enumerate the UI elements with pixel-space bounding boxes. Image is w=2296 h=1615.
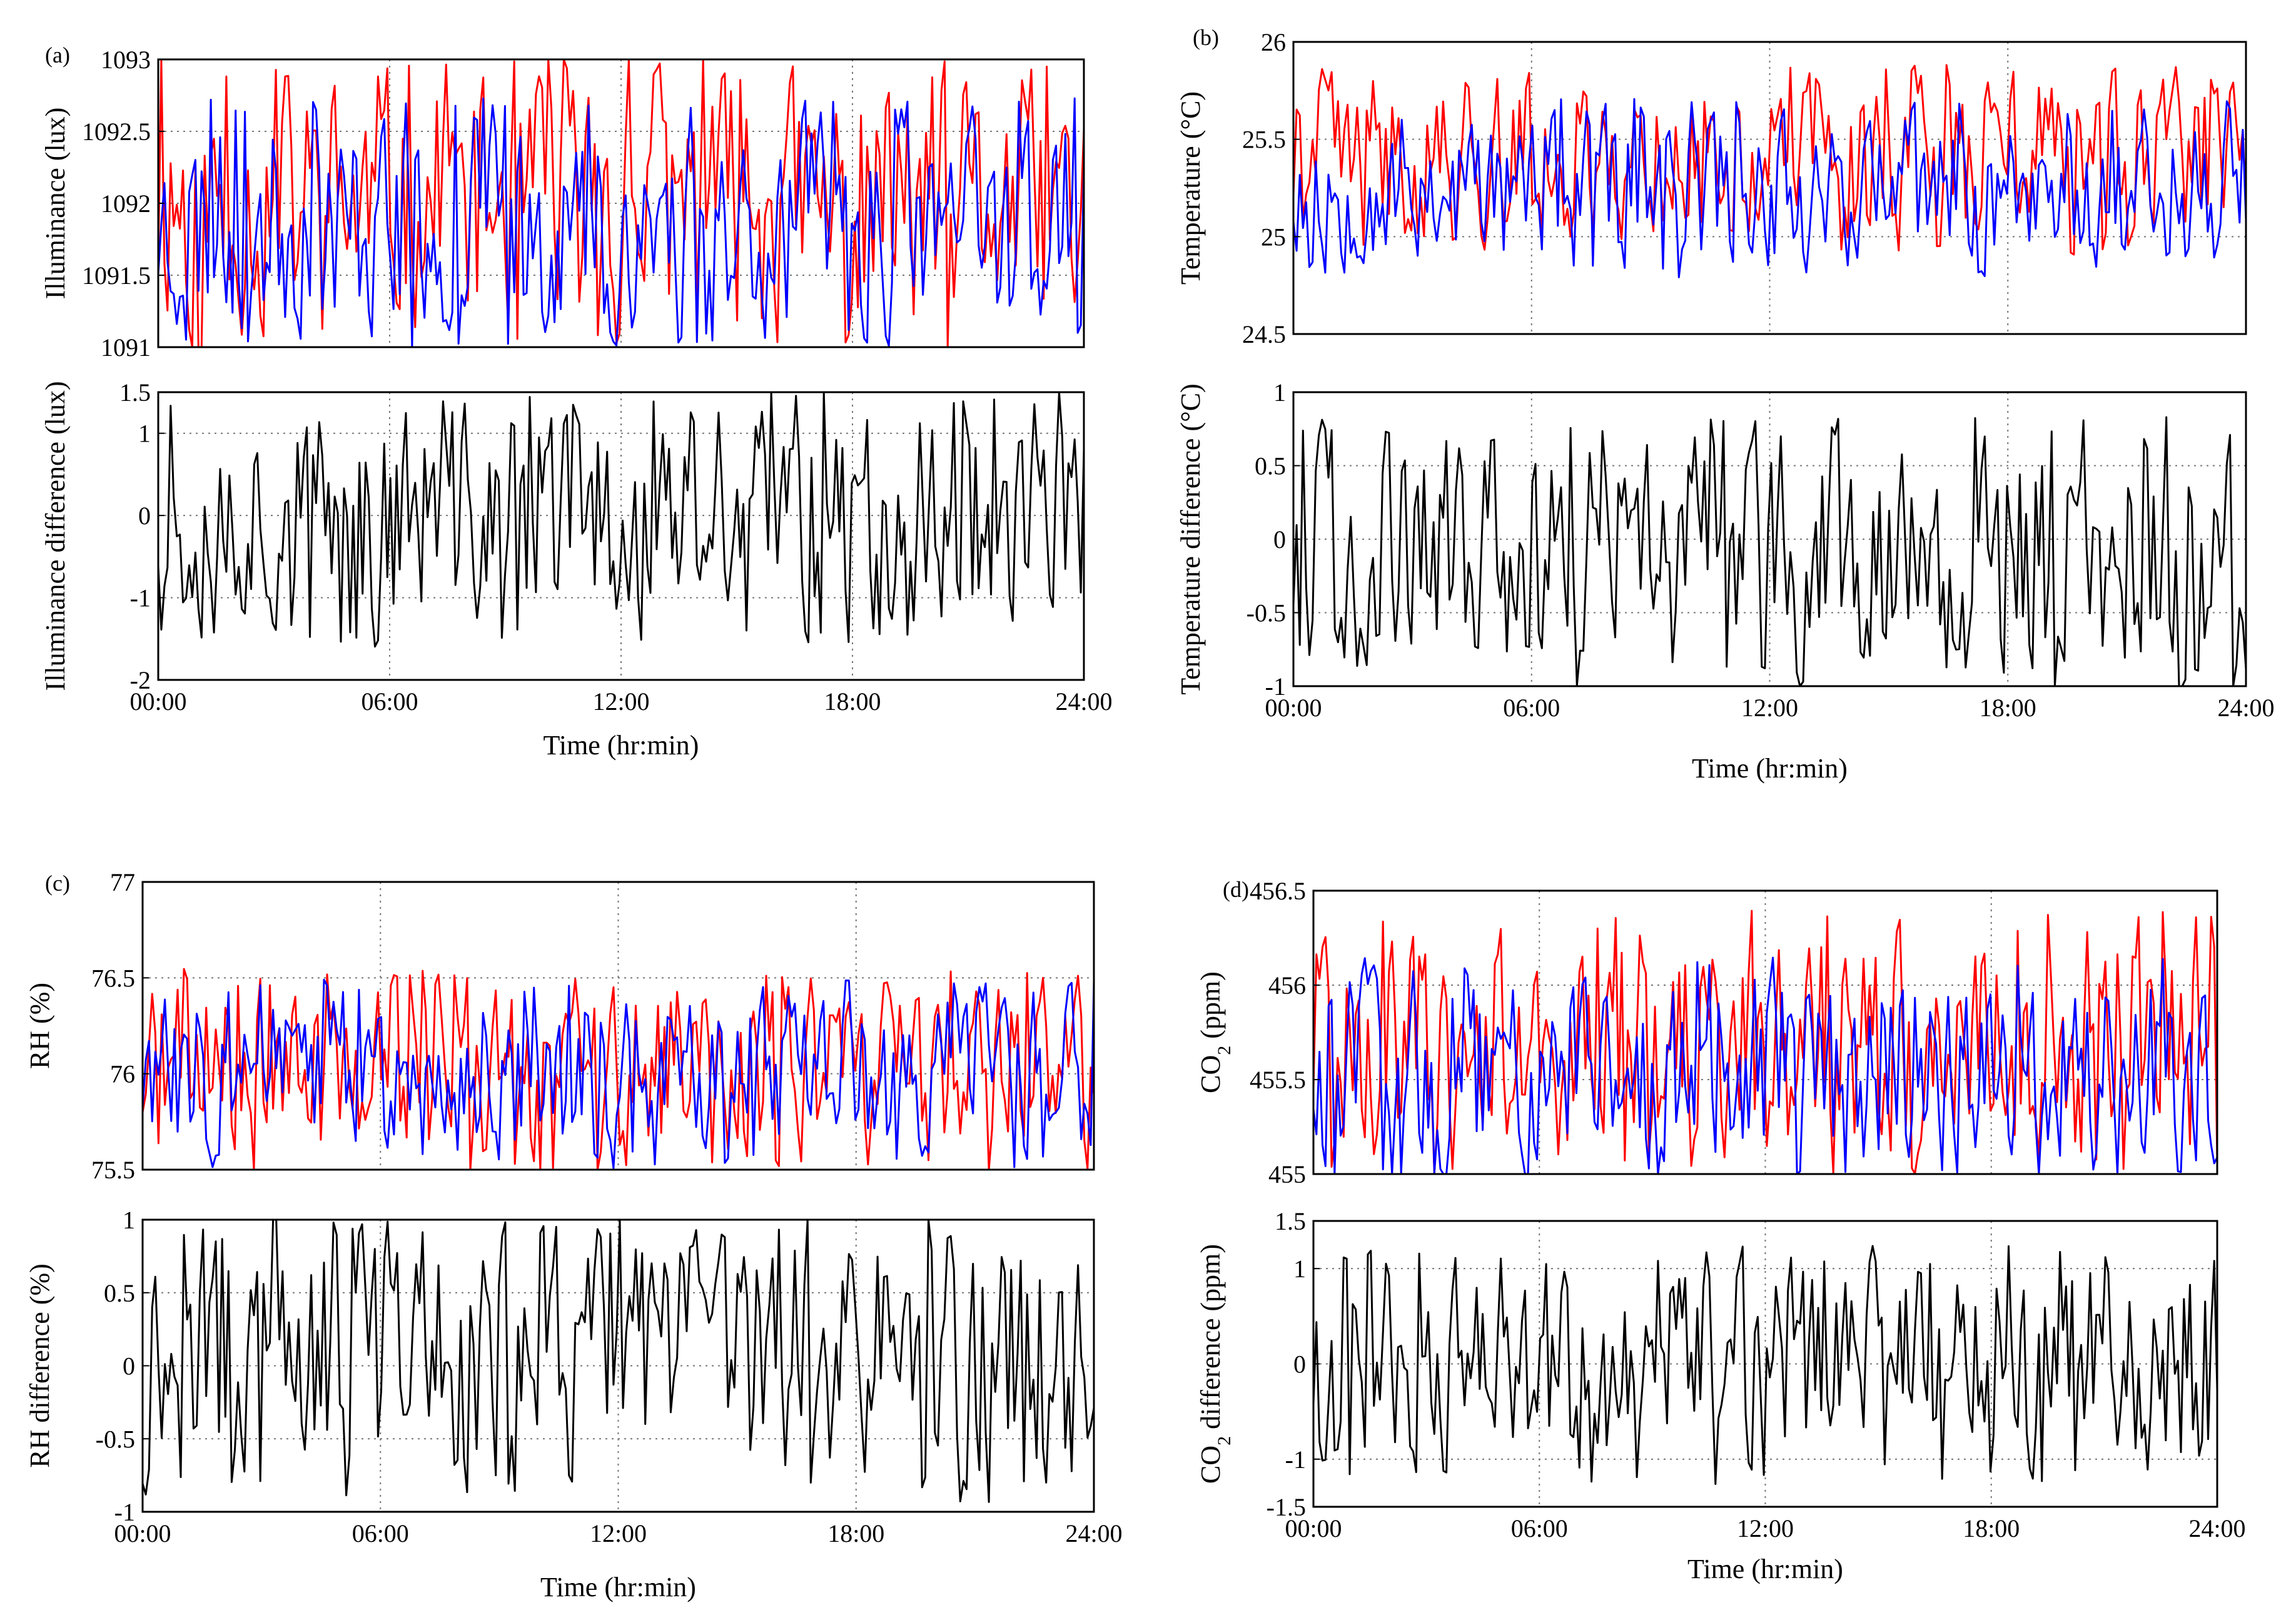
y-tick-label: -0.5 bbox=[96, 1425, 135, 1453]
x-tick-label: 12:00 bbox=[590, 1519, 647, 1547]
y-tick-label: 455 bbox=[1268, 1160, 1306, 1188]
y-tick-label: 26 bbox=[1261, 28, 1286, 56]
y-tick-label: 76.5 bbox=[91, 964, 135, 992]
y-tick-label: -1 bbox=[1265, 672, 1286, 701]
plot-c-top: 75.5 76 76.5 77 RH (%) bbox=[24, 868, 1095, 1184]
y-tick-label: 0 bbox=[123, 1352, 135, 1380]
y-tick-label: 1 bbox=[138, 420, 151, 448]
y-tick-label: 0.5 bbox=[1255, 452, 1286, 480]
plot-frame bbox=[1312, 889, 2218, 1175]
x-tick-label: 18:00 bbox=[827, 1519, 884, 1547]
x-tick-label: 06:00 bbox=[1511, 1514, 1568, 1542]
x-tick-label: 00:00 bbox=[1285, 1514, 1342, 1542]
x-tick-label: 24:00 bbox=[2217, 694, 2274, 722]
y-tick-label: 1 bbox=[123, 1206, 135, 1234]
y-tick-label: -1 bbox=[114, 1498, 135, 1526]
y-axis-title: Temperature difference (°C) bbox=[1175, 383, 1206, 694]
y-tick-label: -1 bbox=[1285, 1445, 1306, 1474]
x-tick-label: 06:00 bbox=[352, 1519, 409, 1547]
panel-label-a: (a) bbox=[45, 43, 70, 68]
y-tick-label: 1 bbox=[1273, 378, 1286, 407]
y-axis-title: Temperature (°C) bbox=[1175, 91, 1206, 285]
series-line-blue bbox=[157, 97, 1085, 348]
y-tick-label: 455.5 bbox=[1250, 1066, 1306, 1094]
plot-frame bbox=[157, 391, 1085, 681]
x-tick-label: 24:00 bbox=[1065, 1519, 1122, 1547]
plot-frame bbox=[141, 881, 1095, 1171]
x-tick-label: 24:00 bbox=[2188, 1514, 2245, 1542]
y-tick-label: 1.5 bbox=[1275, 1207, 1306, 1235]
x-tick-label: 00:00 bbox=[1265, 694, 1322, 722]
y-tick-label: 25.5 bbox=[1242, 126, 1286, 154]
x-tick-label: 18:00 bbox=[824, 687, 881, 716]
plot-b-top: 24.5 25 25.5 26 Temperature (°C) bbox=[1175, 28, 2247, 348]
y-axis-title: RH (%) bbox=[24, 983, 55, 1069]
plot-frame bbox=[1292, 41, 2247, 335]
y-tick-label: 0 bbox=[1293, 1350, 1306, 1379]
series-line-difference bbox=[1292, 416, 2247, 687]
y-tick-label: 1092.5 bbox=[82, 118, 151, 146]
y-tick-label: 77 bbox=[110, 868, 135, 896]
x-tick-label: 12:00 bbox=[1741, 694, 1798, 722]
y-tick-label: 0 bbox=[138, 502, 151, 530]
series-line-difference bbox=[157, 391, 1085, 648]
y-tick-label: 1093 bbox=[101, 46, 151, 74]
y-tick-label: 1092 bbox=[101, 190, 151, 218]
x-tick-label: 06:00 bbox=[1503, 694, 1560, 722]
x-axis-title-d: Time (hr:min) bbox=[1687, 1554, 1843, 1584]
y-tick-label: 75.5 bbox=[91, 1156, 135, 1184]
series-line-blue bbox=[1292, 98, 2247, 278]
plot-a-top: 1091 1091.5 1092 1092.5 1093 Illuminance (lux… bbox=[40, 46, 1085, 362]
x-axis-title-a: Time (hr:min) bbox=[544, 730, 699, 761]
y-tick-label: 1.5 bbox=[119, 378, 151, 407]
plot-c-bottom: -1 -0.5 0 0.5 1 00:00 06:00 12:00 18:00 24:00 RH d… bbox=[24, 1206, 1123, 1547]
y-axis-title: Illuminance difference (lux) bbox=[40, 381, 71, 691]
x-tick-label: 18:00 bbox=[1963, 1514, 2020, 1542]
panel-label-b: (b) bbox=[1193, 25, 1219, 50]
y-tick-label: 1091 bbox=[101, 333, 151, 362]
y-tick-label: 456.5 bbox=[1250, 877, 1306, 905]
y-tick-label: -2 bbox=[130, 666, 151, 694]
x-tick-label: 06:00 bbox=[361, 687, 418, 716]
x-tick-label: 12:00 bbox=[1737, 1514, 1794, 1542]
x-axis-title-c: Time (hr:min) bbox=[540, 1572, 696, 1602]
x-tick-label: 18:00 bbox=[1980, 694, 2036, 722]
y-tick-label: 76 bbox=[110, 1060, 135, 1088]
y-axis-title: Illuminance (lux) bbox=[40, 108, 71, 300]
x-tick-label: 12:00 bbox=[592, 687, 649, 716]
plot-a-bottom: -2 -1 0 1 1.5 00:00 06:00 12:00 18:00 24:00 Illumi… bbox=[40, 378, 1113, 716]
y-tick-label: 24.5 bbox=[1242, 320, 1286, 348]
series-line-difference bbox=[1312, 1245, 2218, 1485]
y-tick-label: 25 bbox=[1261, 223, 1286, 251]
y-tick-label: 1091.5 bbox=[82, 261, 151, 290]
y-tick-label: -1.5 bbox=[1267, 1493, 1306, 1521]
x-axis-title-b: Time (hr:min) bbox=[1692, 753, 1848, 784]
y-tick-label: 0 bbox=[1273, 525, 1286, 554]
series-line-difference bbox=[141, 1218, 1095, 1503]
series-line-blue bbox=[1312, 956, 2218, 1175]
y-tick-label: 1 bbox=[1293, 1255, 1306, 1283]
y-tick-label: 0.5 bbox=[104, 1279, 135, 1307]
plot-b-bottom: -1 -0.5 0 0.5 1 00:00 06:00 12:00 18:00 24:00 Temp… bbox=[1175, 378, 2275, 722]
x-tick-label: 24:00 bbox=[1055, 687, 1112, 716]
panel-label-c: (c) bbox=[45, 871, 70, 896]
y-tick-label: -0.5 bbox=[1247, 599, 1286, 627]
y-axis-title: RH difference (%) bbox=[24, 1263, 55, 1468]
y-tick-label: -1 bbox=[130, 584, 151, 612]
panel-label-d: (d) bbox=[1223, 877, 1249, 902]
x-tick-label: 00:00 bbox=[129, 687, 186, 716]
x-tick-label: 00:00 bbox=[114, 1519, 171, 1547]
series-line-blue bbox=[141, 978, 1095, 1170]
y-tick-label: 456 bbox=[1268, 971, 1306, 1000]
